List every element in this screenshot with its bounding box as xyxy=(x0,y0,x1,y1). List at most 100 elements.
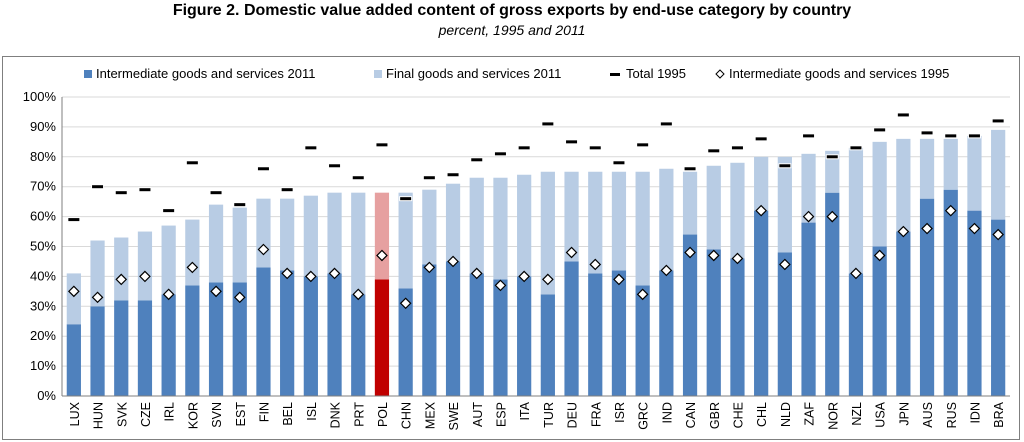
intermediate-1995-diamond xyxy=(91,291,104,304)
x-tick-label: AUT xyxy=(471,402,485,427)
total-1995-marker xyxy=(352,176,364,180)
intermediate-1995-diamond xyxy=(281,267,293,280)
intermediate-1995-diamond xyxy=(589,258,602,271)
bar-final-2011 xyxy=(232,207,247,283)
y-tick-label: 70% xyxy=(30,179,56,194)
bar-intermediate-2011 xyxy=(114,300,129,396)
bar-intermediate-2011 xyxy=(517,276,532,396)
total-1995-marker xyxy=(779,164,791,168)
intermediate-1995-diamond xyxy=(68,285,80,298)
bar-intermediate-2011 xyxy=(137,300,153,396)
x-tick-label: IRL xyxy=(163,402,177,422)
intermediate-1995-diamond xyxy=(186,261,199,274)
bar-final-2011 xyxy=(777,156,792,253)
chart-frame xyxy=(2,56,1020,440)
total-1995-marker xyxy=(257,167,269,171)
y-tick-label: 50% xyxy=(30,239,56,254)
bar-final-2011 xyxy=(256,198,271,268)
bar-final-2011 xyxy=(303,195,318,277)
x-tick-label: PRT xyxy=(352,402,366,427)
bar-final-2011 xyxy=(445,183,461,262)
y-tick-label: 30% xyxy=(30,298,56,313)
x-tick-label: EST xyxy=(234,402,248,427)
bar-intermediate-2011 xyxy=(351,294,366,396)
bar-intermediate-2011 xyxy=(256,267,271,396)
bar-final-2011 xyxy=(967,135,982,211)
total-1995-marker xyxy=(68,218,80,222)
intermediate-1995-diamond xyxy=(755,204,767,217)
total-1995-marker xyxy=(186,161,198,165)
bar-intermediate-2011 xyxy=(540,294,555,396)
total-1995-marker xyxy=(684,167,696,171)
bar-intermediate-2011 xyxy=(588,273,603,396)
x-tick-label: POL xyxy=(376,402,390,427)
x-tick-label: CHN xyxy=(400,402,414,429)
intermediate-1995-diamond xyxy=(376,249,388,262)
y-tick-label: 40% xyxy=(30,268,56,283)
total-1995-marker xyxy=(897,113,909,117)
bar-final-2011 xyxy=(848,147,864,274)
stacked-bar-chart: 0% 10% 20% 30% 40% 50% 60% 70% 80% 90% 100% LUX HUN S… xyxy=(2,56,1020,440)
y-tick-label: 80% xyxy=(30,149,56,164)
bar-intermediate-2011 xyxy=(754,210,769,396)
intermediate-1995-diamond xyxy=(992,228,1004,241)
x-tick-label: ESP xyxy=(494,402,508,427)
total-1995-marker xyxy=(234,203,246,207)
axes: 0% 10% 20% 30% 40% 50% 60% 70% 80% 90% 100% LUX HUN S… xyxy=(23,89,1010,430)
intermediate-1995-diamond xyxy=(636,288,649,301)
bar-intermediate-2011 xyxy=(374,279,390,396)
x-tick-label: TUR xyxy=(542,402,556,428)
bar-final-2011 xyxy=(919,138,935,199)
bar-final-2011 xyxy=(896,138,911,232)
intermediate-1995-diamond xyxy=(850,267,862,280)
intermediate-1995-diamond xyxy=(233,291,246,304)
x-tick-label: FRA xyxy=(589,401,603,427)
bar-intermediate-2011 xyxy=(185,285,200,396)
legend-label-intermediate-2011: Intermediate goods and services 2011 xyxy=(96,66,315,81)
legend-swatch-intermediate-2011 xyxy=(84,70,92,78)
x-tick-label: KOR xyxy=(186,402,200,429)
bar-final-2011 xyxy=(825,150,840,193)
bar-intermediate-2011 xyxy=(327,273,342,396)
x-tick-label: HUN xyxy=(92,402,106,429)
bar-intermediate-2011 xyxy=(90,306,105,396)
bar-intermediate-2011 xyxy=(232,282,247,396)
x-tick-label: NLD xyxy=(779,402,793,427)
bar-final-2011 xyxy=(374,192,390,280)
legend-label-intermediate-1995: Intermediate goods and services 1995 xyxy=(729,66,949,81)
x-tick-label: NOR xyxy=(826,402,840,430)
bar-intermediate-2011 xyxy=(422,264,437,396)
chart-subtitle: percent, 1995 and 2011 xyxy=(438,22,586,38)
intermediate-1995-diamond xyxy=(802,210,815,223)
x-tick-label: GBR xyxy=(708,402,722,429)
y-tick-label: 90% xyxy=(30,119,56,134)
intermediate-1995-diamond xyxy=(447,255,459,268)
intermediate-1995-diamond xyxy=(494,279,507,292)
legend-swatch-intermediate-1995 xyxy=(715,69,725,79)
bar-intermediate-2011 xyxy=(635,285,650,396)
bar-intermediate-2011 xyxy=(564,261,579,396)
total-1995-marker xyxy=(163,209,175,213)
x-tick-label: SVN xyxy=(210,402,224,428)
y-tick-label: 0% xyxy=(37,388,56,403)
intermediate-1995-diamond xyxy=(826,210,839,223)
intermediate-1995-diamond xyxy=(707,249,720,262)
intermediate-1995-diamond xyxy=(897,225,910,238)
bar-final-2011 xyxy=(161,225,176,295)
bar-intermediate-2011 xyxy=(801,222,816,396)
total-1995-marker xyxy=(968,134,980,138)
x-tick-label: CZE xyxy=(139,402,153,427)
bar-final-2011 xyxy=(327,192,342,274)
total-1995-marker xyxy=(400,197,412,201)
intermediate-1995-diamond xyxy=(779,258,791,271)
legend-swatch-total-1995 xyxy=(610,73,620,76)
total-1995-marker xyxy=(850,146,862,150)
legend-swatch-final-2011 xyxy=(374,70,382,78)
total-1995-marker xyxy=(139,188,151,192)
x-tick-label: USA xyxy=(874,401,888,427)
bars xyxy=(66,129,1006,396)
bar-final-2011 xyxy=(422,189,437,265)
bar-intermediate-2011 xyxy=(280,270,295,396)
intermediate-1995-diamond xyxy=(139,270,151,283)
intermediate-1995-diamond xyxy=(305,270,317,283)
